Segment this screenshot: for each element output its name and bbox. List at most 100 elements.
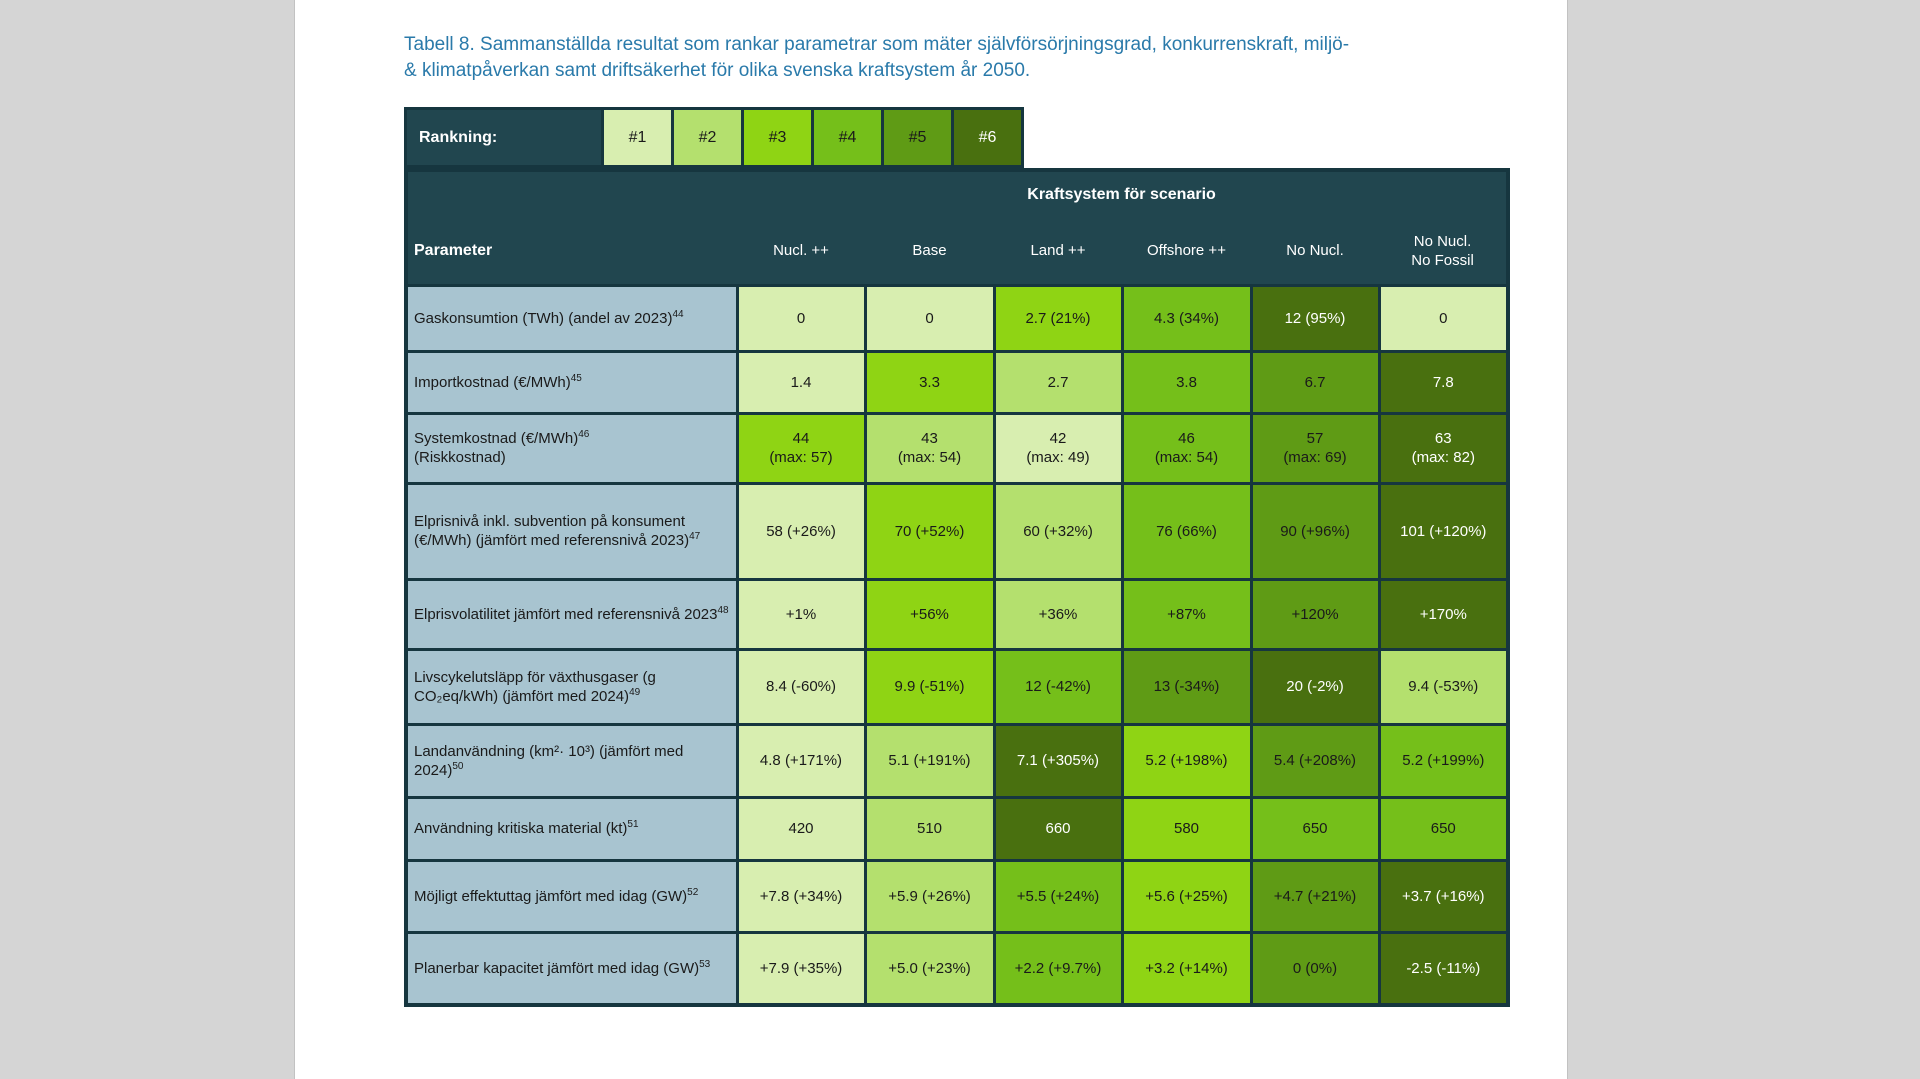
table-cell: +7.8 (+34%) bbox=[735, 858, 867, 934]
table-cell: +3.7 (+16%) bbox=[1377, 858, 1510, 934]
table-cell: 70 (+52%) bbox=[863, 481, 996, 581]
table-cell: 4.8 (+171%) bbox=[735, 722, 867, 799]
parameter-label: Systemkostnad (€/MWh)46 (Riskkostnad) bbox=[404, 411, 739, 485]
footnote-ref: 49 bbox=[629, 686, 641, 698]
table-row: Systemkostnad (€/MWh)46 (Riskkostnad) 44 … bbox=[404, 411, 1510, 485]
ranking-legend-item: #1 bbox=[601, 107, 674, 168]
table-cell: 0 bbox=[863, 283, 996, 353]
table-cell: 46 (max: 54) bbox=[1120, 411, 1253, 485]
ranking-legend-item: #4 bbox=[811, 107, 884, 168]
table-cell: 12 (95%) bbox=[1249, 283, 1381, 353]
ranking-legend-item: #5 bbox=[881, 107, 954, 168]
table-cell: 510 bbox=[863, 795, 996, 862]
table-row: Möjligt effektuttag jämfört med idag (GW… bbox=[404, 858, 1510, 934]
table-cell: 3.8 bbox=[1120, 349, 1253, 415]
ranking-legend-item: #6 bbox=[951, 107, 1024, 168]
table-cell: 5.2 (+199%) bbox=[1377, 722, 1510, 799]
parameter-label: Möjligt effektuttag jämfört med idag (GW… bbox=[404, 858, 739, 934]
footnote-ref: 45 bbox=[570, 372, 582, 384]
header-corner bbox=[406, 170, 737, 218]
results-table: Kraftsystem för scenario Parameter Nucl.… bbox=[404, 168, 1511, 1007]
table-cell: 420 bbox=[735, 795, 867, 862]
table-caption: Tabell 8. Sammanställda resultat som ran… bbox=[404, 32, 1534, 84]
parameter-label: Elprisnivå inkl. subvention på konsument… bbox=[404, 481, 739, 581]
table-cell: +7.9 (+35%) bbox=[735, 930, 867, 1007]
table-row: Livscykelutsläpp för växthusgaser (g CO₂… bbox=[404, 647, 1510, 726]
table-cell: 0 bbox=[1377, 283, 1510, 353]
table-cell: 650 bbox=[1249, 795, 1381, 862]
table-cell: +5.6 (+25%) bbox=[1120, 858, 1253, 934]
table-cell: 2.7 (21%) bbox=[992, 283, 1124, 353]
parameter-label: Livscykelutsläpp för växthusgaser (g CO₂… bbox=[404, 647, 739, 726]
table-cell: 580 bbox=[1120, 795, 1253, 862]
footnote-ref: 51 bbox=[627, 819, 639, 830]
table-cell: 660 bbox=[992, 795, 1124, 862]
table-cell: 5.2 (+198%) bbox=[1120, 722, 1253, 799]
footnote-ref: 53 bbox=[699, 958, 711, 970]
table-row: Gaskonsumtion (TWh) (andel av 2023)44 0 … bbox=[404, 283, 1510, 353]
table-caption-line2: & klimatpåverkan samt driftsäkerhet för … bbox=[404, 60, 1031, 81]
parameter-label: Elprisvolatilitet jämfört med referensni… bbox=[404, 577, 739, 651]
table-cell: +3.2 (+14%) bbox=[1120, 930, 1253, 1007]
ranking-legend-title: Rankning: bbox=[404, 107, 604, 168]
table-cell: 12 (-42%) bbox=[992, 647, 1124, 726]
table-caption-line1: Tabell 8. Sammanställda resultat som ran… bbox=[404, 34, 1350, 55]
table-cell: 57 (max: 69) bbox=[1249, 411, 1381, 485]
table-cell: 0 (0%) bbox=[1249, 930, 1381, 1007]
parameter-label: Planerbar kapacitet jämfört med idag (GW… bbox=[404, 930, 739, 1007]
parameter-label: Importkostnad (€/MWh)45 bbox=[404, 349, 739, 415]
column-header-scenario: No Nucl. bbox=[1251, 218, 1379, 285]
table-cell: 58 (+26%) bbox=[735, 481, 867, 581]
ranking-legend: Rankning: #1 #2 #3 #4 #5 #6 bbox=[404, 107, 1024, 168]
table-cell: +5.0 (+23%) bbox=[863, 930, 996, 1007]
table-cell: 5.1 (+191%) bbox=[863, 722, 996, 799]
column-header-scenario: Land ++ bbox=[994, 218, 1122, 285]
table-cell: -2.5 (-11%) bbox=[1377, 930, 1510, 1007]
table-cell: 42 (max: 49) bbox=[992, 411, 1124, 485]
column-header-scenario: No Nucl. No Fossil bbox=[1379, 218, 1509, 285]
table-row: Planerbar kapacitet jämfört med idag (GW… bbox=[404, 930, 1510, 1007]
table-cell: +4.7 (+21%) bbox=[1249, 858, 1381, 934]
table-cell: 4.3 (34%) bbox=[1120, 283, 1253, 353]
table-cell: +1% bbox=[735, 577, 867, 651]
table-cell: +120% bbox=[1249, 577, 1381, 651]
table-cell: +2.2 (+9.7%) bbox=[992, 930, 1124, 1007]
table-cell: 90 (+96%) bbox=[1249, 481, 1381, 581]
table-cell: 6.7 bbox=[1249, 349, 1381, 415]
table-cell: 63 (max: 82) bbox=[1377, 411, 1510, 485]
table-cell: 5.4 (+208%) bbox=[1249, 722, 1381, 799]
table-cell: +87% bbox=[1120, 577, 1253, 651]
footnote-ref: 50 bbox=[452, 760, 464, 772]
footnote-ref: 48 bbox=[717, 604, 729, 616]
table-row: Elprisvolatilitet jämfört med referensni… bbox=[404, 577, 1510, 651]
table-cell: 76 (66%) bbox=[1120, 481, 1253, 581]
parameter-label: Gaskonsumtion (TWh) (andel av 2023)44 bbox=[404, 283, 739, 353]
column-header-parameter: Parameter bbox=[406, 218, 737, 285]
table-cell: 101 (+120%) bbox=[1377, 481, 1510, 581]
table-cell: +5.9 (+26%) bbox=[863, 858, 996, 934]
table-cell: 650 bbox=[1377, 795, 1510, 862]
table-row: Landanvändning (km²· 10³) (jämfört med 2… bbox=[404, 722, 1510, 799]
scenario-group-header: Kraftsystem för scenario bbox=[737, 170, 1509, 218]
table-cell: 9.9 (-51%) bbox=[863, 647, 996, 726]
ranking-legend-item: #3 bbox=[741, 107, 814, 168]
table-cell: 1.4 bbox=[735, 349, 867, 415]
ranking-legend-item: #2 bbox=[671, 107, 744, 168]
column-header-scenario: Offshore ++ bbox=[1122, 218, 1251, 285]
column-header-scenario: Base bbox=[865, 218, 994, 285]
table-row: Användning kritiska material (kt)51 420 … bbox=[404, 795, 1510, 862]
table-cell: 7.8 bbox=[1377, 349, 1510, 415]
table-row: Importkostnad (€/MWh)45 1.4 3.3 2.7 3.8 … bbox=[404, 349, 1510, 415]
table-cell: 3.3 bbox=[863, 349, 996, 415]
footnote-ref: 47 bbox=[689, 531, 701, 542]
parameter-label: Användning kritiska material (kt)51 bbox=[404, 795, 739, 862]
footnote-ref: 52 bbox=[687, 886, 699, 898]
parameter-label: Landanvändning (km²· 10³) (jämfört med 2… bbox=[404, 722, 739, 799]
table-cell: 2.7 bbox=[992, 349, 1124, 415]
footnote-ref: 46 bbox=[578, 429, 590, 440]
table-cell: 7.1 (+305%) bbox=[992, 722, 1124, 799]
footnote-ref: 44 bbox=[672, 308, 684, 320]
table-cell: 0 bbox=[735, 283, 867, 353]
table-cell: 44 (max: 57) bbox=[735, 411, 867, 485]
table-cell: 8.4 (-60%) bbox=[735, 647, 867, 726]
